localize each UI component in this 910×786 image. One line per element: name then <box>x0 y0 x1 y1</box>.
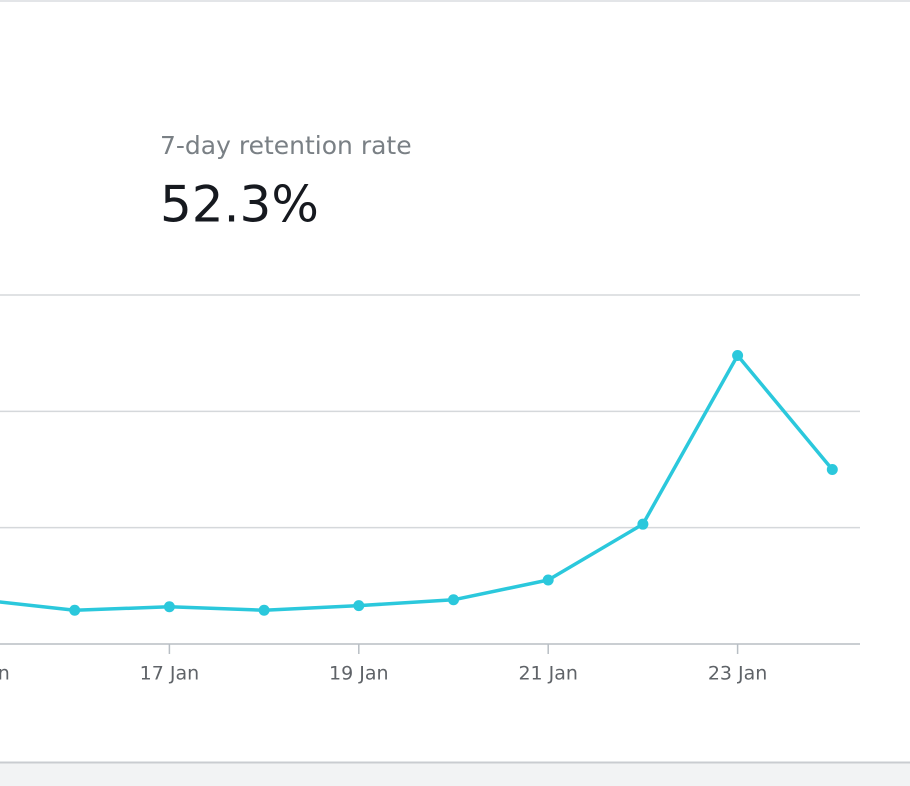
x-tick-label: 17 Jan <box>140 663 200 685</box>
x-tick-label: 21 Jan <box>518 663 578 685</box>
data-point <box>448 594 459 606</box>
metric-value: 52.3% <box>160 176 319 234</box>
x-tick-label: 19 Jan <box>329 663 389 685</box>
data-point <box>258 604 270 616</box>
card <box>0 0 910 762</box>
data-line <box>0 353 834 613</box>
page-footer <box>0 762 910 786</box>
data-point <box>732 349 744 361</box>
data-point <box>826 464 838 475</box>
metric-title: 7-day retention rate <box>160 131 412 160</box>
data-point <box>637 518 649 530</box>
x-tick-label: 15 Jan <box>0 663 10 685</box>
data-point <box>353 600 365 612</box>
data-point <box>542 574 554 586</box>
data-point <box>69 604 81 616</box>
x-tick-label: 23 Jan <box>708 663 768 685</box>
data-point <box>163 601 175 613</box>
